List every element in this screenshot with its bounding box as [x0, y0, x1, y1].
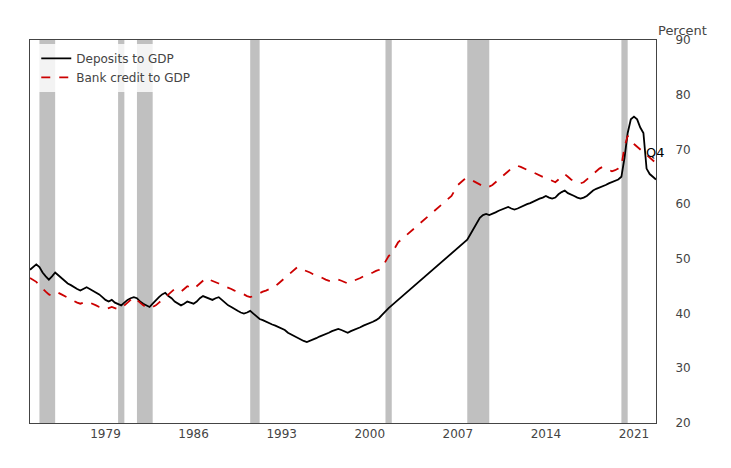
svg-text:90: 90	[675, 33, 690, 47]
svg-text:Deposits to GDP: Deposits to GDP	[76, 52, 174, 66]
svg-text:1986: 1986	[178, 427, 209, 441]
svg-text:Percent: Percent	[658, 23, 707, 38]
svg-text:Q4: Q4	[646, 145, 665, 160]
svg-text:2000: 2000	[354, 427, 385, 441]
svg-text:Bank credit to GDP: Bank credit to GDP	[76, 71, 190, 85]
svg-text:1993: 1993	[266, 427, 297, 441]
svg-text:2007: 2007	[443, 427, 474, 441]
svg-text:40: 40	[675, 307, 690, 321]
svg-text:70: 70	[675, 143, 690, 157]
svg-text:30: 30	[675, 361, 690, 375]
svg-text:2021: 2021	[619, 427, 650, 441]
svg-text:80: 80	[675, 88, 690, 102]
svg-text:60: 60	[675, 197, 690, 211]
svg-text:2014: 2014	[531, 427, 562, 441]
svg-text:1979: 1979	[90, 427, 121, 441]
svg-text:20: 20	[675, 416, 690, 430]
svg-text:50: 50	[675, 252, 690, 266]
